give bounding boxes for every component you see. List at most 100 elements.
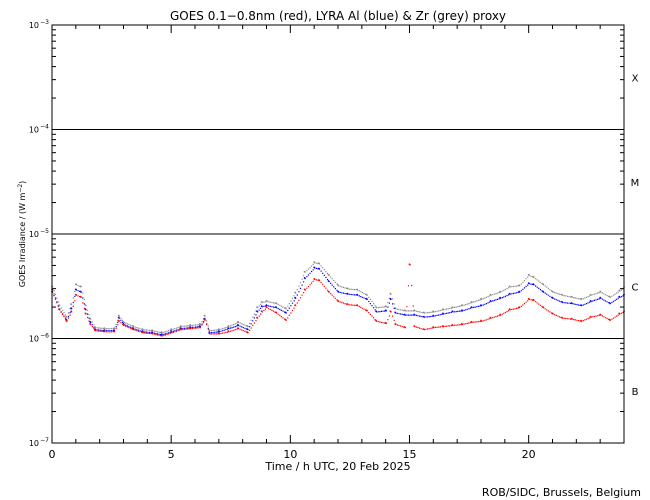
data-point [470, 320, 473, 323]
data-point [384, 309, 387, 312]
y-tick-label: 10−3 [29, 19, 49, 30]
data-point [203, 318, 206, 321]
data-point [356, 288, 358, 291]
data-point [499, 313, 501, 316]
y-tick-base: 10 [29, 439, 39, 448]
data-point [84, 304, 87, 306]
data-point [403, 326, 406, 328]
data-point [432, 326, 435, 328]
data-point [303, 270, 306, 273]
data-point [384, 305, 387, 307]
gridlines [52, 129, 624, 339]
data-point [337, 284, 339, 287]
data-point [318, 262, 320, 265]
data-point [275, 302, 277, 304]
data-point [208, 332, 211, 335]
x-axis-label: Time / h UTC, 20 Feb 2025 [264, 460, 410, 473]
data-point [227, 330, 230, 333]
data-point [65, 319, 68, 322]
data-point [618, 295, 621, 298]
data-point [470, 306, 473, 308]
data-point [461, 309, 463, 312]
data-point [408, 263, 411, 266]
data-point [375, 310, 377, 313]
y-axis-label-suffix: ) [18, 181, 27, 184]
data-point [346, 292, 349, 295]
data-point [79, 285, 82, 288]
data-point [160, 334, 163, 337]
y-tick-base: 10 [29, 21, 39, 30]
data-point [589, 293, 592, 296]
data-point [461, 304, 463, 306]
data-point [442, 325, 444, 327]
data-point [422, 328, 425, 330]
data-point [551, 290, 554, 293]
x-tick-label: 10 [283, 448, 297, 461]
x-tick-label: 5 [168, 448, 175, 461]
data-point [532, 298, 535, 301]
data-point [532, 275, 535, 278]
y-tick-base: 10 [29, 126, 39, 135]
data-point [217, 328, 220, 330]
y-tick-label: 10−4 [29, 124, 49, 135]
data-point [79, 290, 82, 293]
data-point [451, 310, 454, 313]
y-tick-base: 10 [29, 230, 39, 239]
data-point [151, 329, 154, 331]
data-point [403, 309, 406, 312]
data-point [451, 306, 454, 308]
y-tick-exponent: −4 [40, 124, 49, 131]
data-point [113, 330, 115, 333]
data-point [561, 316, 563, 319]
data-point [480, 319, 482, 322]
data-point [117, 319, 120, 322]
data-point [117, 314, 120, 317]
data-point [599, 290, 602, 293]
data-point [294, 296, 296, 299]
data-point [422, 311, 425, 314]
data-point [275, 311, 277, 314]
data-point [179, 328, 182, 330]
data-point [313, 261, 316, 264]
data-point [337, 290, 339, 293]
data-point [570, 295, 573, 298]
data-point [527, 282, 530, 284]
data-point [389, 310, 392, 313]
chart-title: GOES 0.1−0.8nm (red), LYRA Al (blue) & Z… [170, 9, 506, 23]
data-point [198, 323, 201, 325]
data-point [394, 323, 397, 325]
data-point [189, 327, 192, 329]
data-point [74, 288, 77, 291]
data-point [542, 283, 544, 286]
data-point [227, 327, 230, 329]
data-point [508, 292, 511, 295]
data-point [151, 332, 154, 335]
data-point [327, 290, 330, 293]
data-point [94, 329, 96, 331]
data-point [89, 323, 91, 325]
data-point [103, 330, 106, 333]
data-point [432, 314, 435, 317]
data-point [561, 293, 563, 296]
data-point [499, 296, 501, 299]
data-point [337, 300, 339, 302]
data-point [170, 331, 173, 334]
data-point [132, 325, 134, 327]
data-point [356, 304, 358, 306]
data-point [442, 308, 444, 311]
data-point [117, 316, 120, 319]
data-point [70, 307, 72, 310]
data-point [365, 293, 368, 296]
data-point [141, 331, 144, 334]
data-point [389, 297, 392, 300]
data-point [356, 293, 358, 296]
data-point [518, 290, 520, 293]
data-point [284, 307, 287, 310]
data-point [442, 312, 444, 315]
data-point [608, 295, 611, 298]
data-point [480, 297, 482, 300]
data-point [580, 319, 582, 322]
y-axis-label-exponent: −2 [17, 184, 24, 193]
data-point [542, 306, 544, 308]
